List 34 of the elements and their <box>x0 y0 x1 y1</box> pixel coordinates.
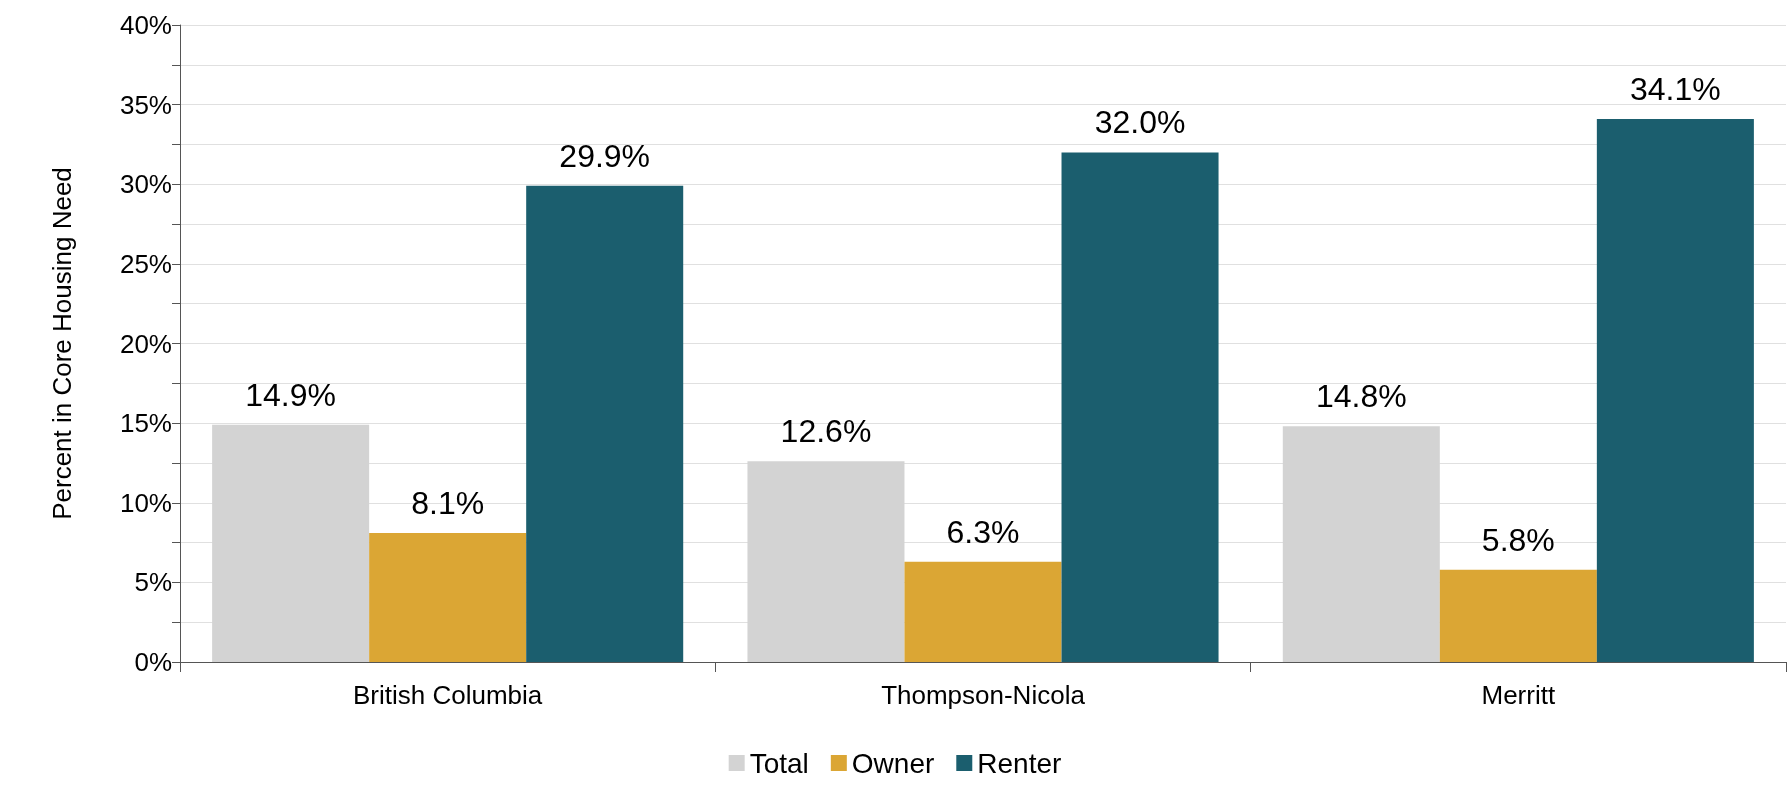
y-tick-label: 35% <box>119 89 172 120</box>
bar <box>1061 152 1219 662</box>
bar <box>1439 569 1597 662</box>
y-tick-label: 30% <box>119 169 172 200</box>
y-tick-label: 20% <box>119 328 172 359</box>
bar <box>212 424 370 662</box>
data-label: 12.6% <box>780 413 872 450</box>
y-tick-label: 5% <box>134 567 172 598</box>
legend-label: Owner <box>851 747 935 779</box>
bar <box>1282 426 1440 662</box>
bar <box>526 185 684 662</box>
y-tick-label: 25% <box>119 248 172 279</box>
data-label: 14.8% <box>1315 378 1407 415</box>
x-tick-label: Thompson-Nicola <box>881 680 1086 710</box>
y-tick-label: 15% <box>119 408 172 439</box>
legend-label: Renter <box>977 747 1062 779</box>
bar <box>369 533 527 662</box>
data-label: 34.1% <box>1630 70 1721 107</box>
bar <box>747 461 905 662</box>
x-tick-label: British Columbia <box>353 680 543 710</box>
y-tick-label: 0% <box>134 647 172 677</box>
y-axis-title: Percent in Core Housing Need <box>47 167 77 520</box>
data-label: 5.8% <box>1481 521 1555 558</box>
data-label: 6.3% <box>946 513 1020 550</box>
data-label: 8.1% <box>411 485 485 522</box>
y-tick-label: 10% <box>119 487 172 518</box>
data-label: 32.0% <box>1094 104 1186 141</box>
data-label: 29.9% <box>559 137 651 174</box>
x-tick-label: Merritt <box>1481 680 1556 710</box>
bar <box>1596 118 1754 662</box>
data-label: 14.9% <box>245 376 336 413</box>
y-tick-label: 40% <box>119 10 172 40</box>
bar <box>904 561 1062 662</box>
legend-label: Total <box>749 747 809 779</box>
